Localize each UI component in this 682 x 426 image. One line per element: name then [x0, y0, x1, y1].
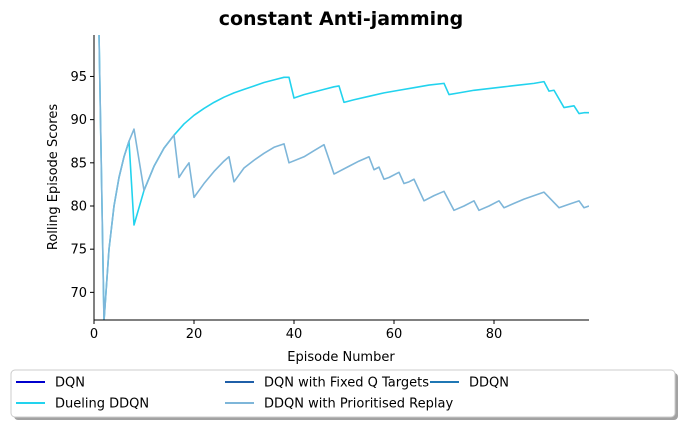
y-tick-label: 70	[70, 286, 87, 301]
y-axis: 70 75 80 85 90 95	[70, 35, 95, 320]
y-tick-label: 95	[70, 70, 87, 85]
x-tick-label: 60	[386, 327, 403, 342]
x-axis: 0 20 40 60 80	[90, 319, 589, 342]
y-axis-label: Rolling Episode Scores	[46, 104, 61, 250]
plot-area	[98, 35, 589, 320]
y-tick-label: 90	[70, 113, 87, 128]
x-tick-label: 20	[186, 327, 203, 342]
x-axis-label: Episode Number	[287, 350, 395, 365]
y-tick-label: 75	[70, 243, 87, 258]
legend-label-4: DDQN with Prioritised Replay	[264, 397, 453, 412]
legend: DQN DQN with Fixed Q Targets DDQN Dueling D…	[10, 369, 678, 420]
x-tick-label: 0	[90, 327, 98, 342]
series-line-3	[98, 35, 589, 320]
y-tick-label: 80	[70, 200, 87, 215]
legend-label-1: DQN with Fixed Q Targets	[264, 376, 429, 391]
x-tick-label: 80	[486, 327, 503, 342]
legend-label-0: DQN	[55, 376, 85, 391]
y-tick-label: 85	[70, 156, 87, 171]
legend-label-2: DDQN	[469, 376, 509, 391]
legend-box	[10, 369, 676, 418]
chart-title: constant Anti-jamming	[219, 8, 464, 30]
series-group	[98, 35, 589, 320]
legend-label-3: Dueling DDQN	[55, 397, 149, 412]
series-line-4	[98, 35, 589, 320]
x-tick-label: 40	[286, 327, 303, 342]
